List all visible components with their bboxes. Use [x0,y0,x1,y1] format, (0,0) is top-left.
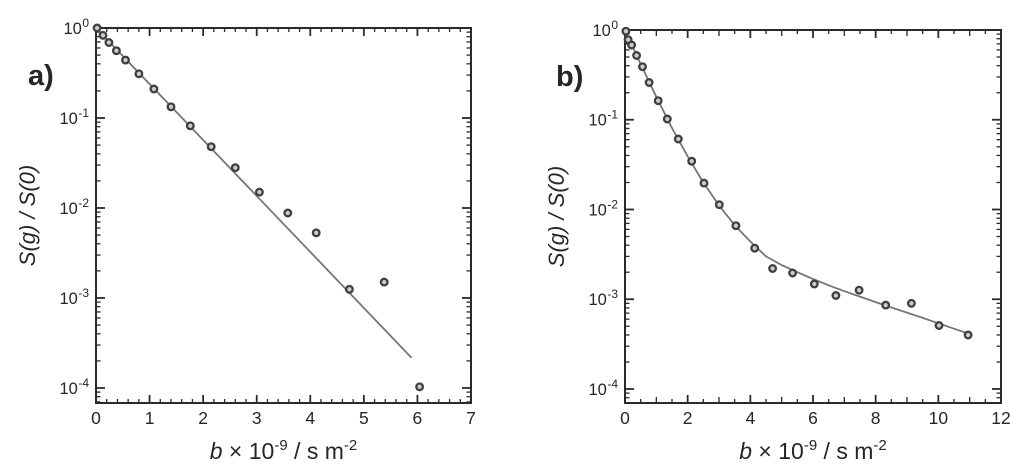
biexponential-fit-curve [624,29,971,335]
data-point [415,382,425,392]
data-point [638,62,647,72]
plot-frame [95,27,472,404]
data-point [906,298,916,308]
data-point [254,187,264,197]
data-point [731,221,741,231]
data-point [632,51,642,60]
y-tick-label: 10-1 [59,106,89,128]
data-point [283,208,293,218]
data-point [111,46,121,56]
x-tick-label: 8 [871,408,881,428]
x-tick-label: 12 [991,408,1010,428]
data-point [230,163,240,173]
x-tick-label: 3 [252,408,262,428]
panel-letter: a) [28,60,54,92]
data-point [788,268,798,278]
monoexponential-fit-line [95,27,412,359]
data-point [750,243,760,253]
data-point [831,291,841,300]
x-tick-label: 0 [620,408,630,428]
data-point [185,121,195,131]
x-tick-label: 10 [929,408,949,428]
data-point [809,279,819,289]
y-tick-label: 10-2 [588,197,618,219]
data-point [121,55,130,65]
x-tick-label: 4 [745,408,755,428]
data-point [963,330,973,340]
x-tick-label: 6 [808,408,818,428]
y-tick-label: 10-2 [59,196,89,218]
x-tick-label: 5 [359,408,369,428]
y-tick-label: 10-3 [59,286,89,308]
data-point [714,200,724,210]
data-point [166,102,176,112]
data-point [854,285,864,295]
x-tick-label: 7 [466,408,476,428]
data-point [92,23,102,33]
data-point [768,264,778,273]
y-tick-label: 100 [592,18,618,40]
y-tick-label: 100 [63,16,89,38]
data-point [699,178,709,188]
data-point [104,38,114,47]
y-tick-label: 10-4 [59,376,89,398]
y-axis-title: S(g) / S(0) [15,165,40,266]
y-tick-label: 10-3 [588,287,618,309]
panel-b: 0 2 4 6 8 10 12 100 10-1 10-2 10-3 10-4 b) S(g) / S(0… [544,18,1011,464]
panel-a: 0 1 2 3 4 5 6 7 100 10-1 10-2 10-3 10-4 a) S(g) / S(0)… [15,16,476,464]
x-tick-label: 2 [683,408,693,428]
data-point [934,321,944,330]
x-tick-label: 4 [305,408,315,428]
y-tick-label: 10-1 [588,108,618,130]
panel-letter: b) [556,61,583,93]
x-tick-label: 6 [413,408,423,428]
data-point [653,96,663,106]
data-point [621,26,631,36]
data-point [662,114,672,124]
y-tick-label: 10-4 [588,377,618,399]
data-point [206,142,216,152]
data-point [98,30,108,40]
x-axis-title: b × 10-9 / s m-2 [210,437,358,464]
data-point [644,78,654,87]
experimental-points [621,26,973,340]
experimental-points [92,23,425,392]
data-point [881,300,891,310]
data-point [673,134,683,144]
plot-frame [624,29,1002,404]
x-tick-label: 2 [198,408,208,428]
data-point [134,69,144,79]
data-point [379,277,389,287]
x-tick-label: 1 [145,408,155,428]
data-point [344,284,354,294]
data-point [311,228,321,238]
y-axis-title: S(g) / S(0) [544,166,569,267]
data-point [149,84,159,94]
data-point [627,40,637,50]
x-axis-title: b × 10-9 / s m-2 [739,437,887,464]
x-tick-label: 0 [91,408,101,428]
data-point [687,156,697,166]
